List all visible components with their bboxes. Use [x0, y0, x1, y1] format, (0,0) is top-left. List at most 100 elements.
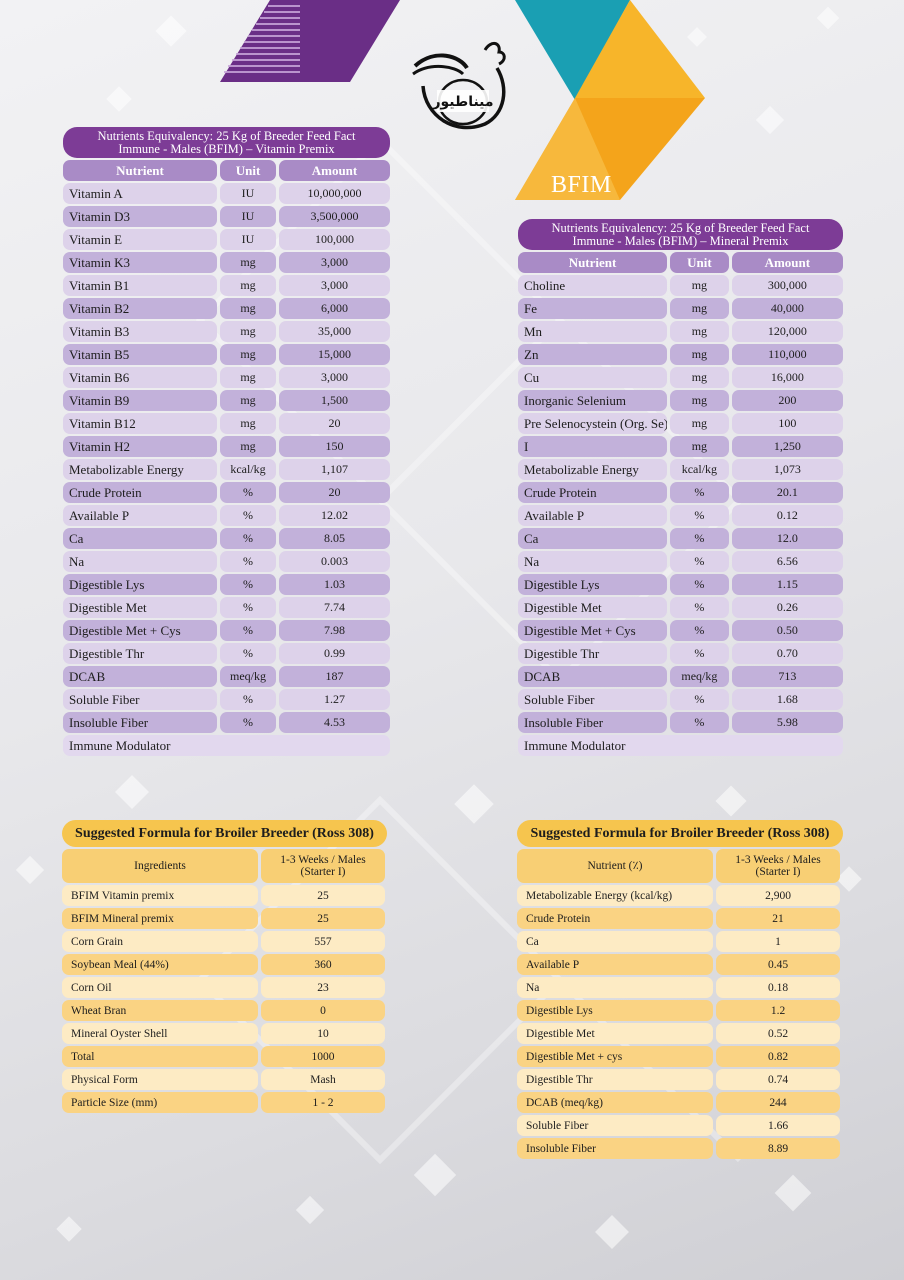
nutrient-cell: Vitamin B6 [63, 367, 217, 388]
nutrient-cell: Crude Protein [63, 482, 217, 503]
value-cell: 25 [261, 885, 385, 906]
nutrient-cell: Zn [518, 344, 668, 365]
unit-cell: mg [670, 344, 729, 365]
nutrient-cell: Digestible Lys [63, 574, 217, 595]
nutrient-cell: Digestible Thr [518, 643, 668, 664]
table-row: Mn mg 120,000 [518, 321, 843, 342]
amount-cell: 3,000 [279, 275, 390, 296]
table-header: Nutrient Unit Amount [518, 252, 843, 273]
amount-cell: 120,000 [731, 321, 843, 342]
amount-cell: 1.27 [279, 689, 390, 710]
table-row: Total 1000 [62, 1046, 387, 1067]
amount-cell: 6.56 [731, 551, 843, 572]
nutrient-cell: Digestible Met [63, 597, 217, 618]
amount-cell: 16,000 [731, 367, 843, 388]
value-cell: 0.45 [716, 954, 840, 975]
header-unit: Unit [670, 252, 729, 273]
table-row: Vitamin E IU 100,000 [63, 229, 390, 250]
unit-cell: mg [670, 367, 729, 388]
table-row: Pre Selenocystein (Org. Se) mg 100 [518, 413, 843, 434]
nutrient-cell: Vitamin B12 [63, 413, 217, 434]
table-row: Physical Form Mash [62, 1069, 387, 1090]
ingredient-rows: BFIM Vitamin premix 25 BFIM Mineral premix… [62, 885, 387, 1113]
table-row: Soluble Fiber% 1.27 [63, 689, 390, 710]
unit-cell: mg [670, 275, 729, 296]
unit-cell: % [670, 528, 729, 549]
value-cell: 8.89 [716, 1138, 840, 1159]
amount-cell: 20 [279, 482, 390, 503]
nutrient-cell: Soluble Fiber [518, 689, 668, 710]
nutrient-cell: Fe [518, 298, 668, 319]
name-cell: Na [517, 977, 713, 998]
unit-cell: % [220, 574, 276, 595]
formula-nutrients-table: Suggested Formula for Broiler Breeder (R… [517, 820, 843, 1159]
unit-cell: mg [670, 298, 729, 319]
amount-cell: 10,000,000 [279, 183, 390, 204]
formula-nutrient-rows: Metabolizable Energy (kcal/kg) 2,900 Crude… [517, 885, 843, 1159]
amount-cell: 15,000 [279, 344, 390, 365]
brand-label: BFIM [551, 172, 612, 198]
unit-cell: mg [220, 436, 276, 457]
nutrient-cell: Vitamin E [63, 229, 217, 250]
table-row: Digestible Thr% 0.70 [518, 643, 843, 664]
unit-cell: % [220, 505, 276, 526]
table-row: Digestible Thr 0.74 [517, 1069, 843, 1090]
nutrient-cell: I [518, 436, 668, 457]
name-cell: BFIM Mineral premix [62, 908, 258, 929]
nutrient-cell: Pre Selenocystein (Org. Se) [518, 413, 668, 434]
nutrient-cell: Na [518, 551, 668, 572]
formula-ingredients-table: Suggested Formula for Broiler Breeder (R… [62, 820, 387, 1113]
table-row: Choline mg 300,000 [518, 275, 843, 296]
name-cell: Particle Size (mm) [62, 1092, 258, 1113]
nutrient-cell: Vitamin B9 [63, 390, 217, 411]
table-row: Digestible Lys 1.2 [517, 1000, 843, 1021]
amount-cell: 8.05 [279, 528, 390, 549]
unit-cell: mg [220, 367, 276, 388]
header-nutrient: Nutrient [63, 160, 217, 181]
table-row: Vitamin B9 mg 1,500 [63, 390, 390, 411]
table-row: Soluble Fiber 1.66 [517, 1115, 843, 1136]
unit-cell: % [670, 712, 729, 733]
nutrient-cell: Digestible Lys [518, 574, 668, 595]
table-row: Digestible Met + Cys% 7.98 [63, 620, 390, 641]
name-cell: Wheat Bran [62, 1000, 258, 1021]
name-cell: Digestible Thr [517, 1069, 713, 1090]
value-cell: 1.66 [716, 1115, 840, 1136]
unit-cell: mg [220, 275, 276, 296]
table-row: Digestible Met% 0.26 [518, 597, 843, 618]
unit-cell: mg [220, 252, 276, 273]
unit-cell: % [670, 574, 729, 595]
amount-cell: 35,000 [279, 321, 390, 342]
amount-cell: 0.99 [279, 643, 390, 664]
name-cell: Digestible Met + cys [517, 1046, 713, 1067]
amount-cell: 5.98 [731, 712, 843, 733]
value-cell: 0.82 [716, 1046, 840, 1067]
mineral-premix-title: Nutrients Equivalency: 25 Kg of Breeder … [518, 219, 843, 250]
table-row: DCAB (meq/kg) 244 [517, 1092, 843, 1113]
table-row: Ca% 8.05 [63, 528, 390, 549]
value-cell: 25 [261, 908, 385, 929]
table-row: Insoluble Fiber% 5.98 [518, 712, 843, 733]
unit-cell: % [220, 551, 276, 572]
amount-cell: 1.15 [731, 574, 843, 595]
name-cell: Insoluble Fiber [517, 1138, 713, 1159]
name-cell: Digestible Lys [517, 1000, 713, 1021]
unit-cell: % [670, 551, 729, 572]
value-cell: 1 - 2 [261, 1092, 385, 1113]
table-row: Vitamin B12 mg 20 [63, 413, 390, 434]
mineral-premix-table: Nutrients Equivalency: 25 Kg of Breeder … [518, 219, 843, 756]
amount-cell: 1,073 [731, 459, 843, 480]
amount-cell: 7.74 [279, 597, 390, 618]
value-cell: 0.74 [716, 1069, 840, 1090]
table-row: Vitamin B5 mg 15,000 [63, 344, 390, 365]
value-cell: 0.18 [716, 977, 840, 998]
table-row: Vitamin B1 mg 3,000 [63, 275, 390, 296]
vitamin-premix-table: Nutrients Equivalency: 25 Kg of Breeder … [63, 127, 390, 756]
nutrient-cell: Na [63, 551, 217, 572]
nutrient-cell: Crude Protein [518, 482, 668, 503]
amount-cell: 40,000 [731, 298, 843, 319]
name-cell: Digestible Met [517, 1023, 713, 1044]
table-row: DCAB meq/kg 187 [63, 666, 390, 687]
amount-cell: 713 [731, 666, 843, 687]
